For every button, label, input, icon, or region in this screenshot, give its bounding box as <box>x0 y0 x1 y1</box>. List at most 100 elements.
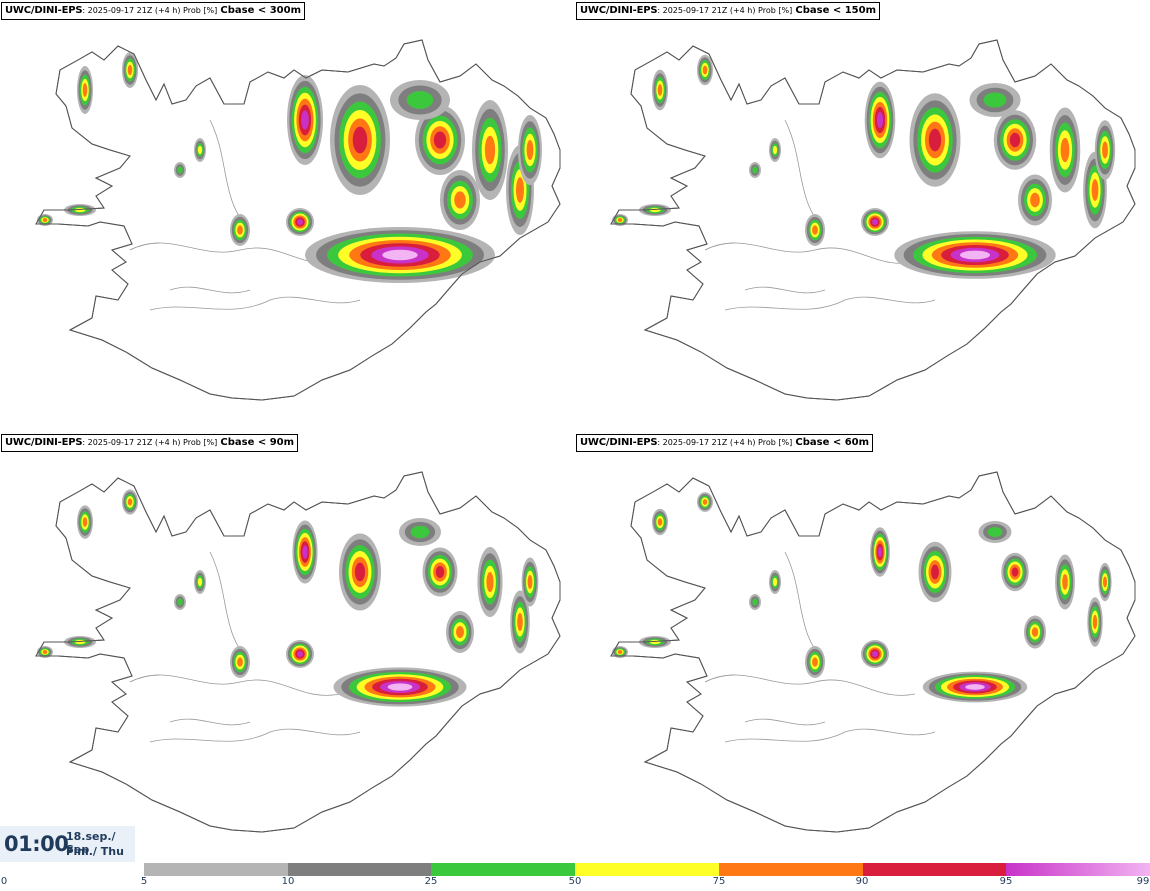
probability-area <box>410 525 430 539</box>
variable-name: Cbase < 60m <box>795 437 870 448</box>
probability-area <box>433 131 447 149</box>
iceland-probability-map <box>610 39 1136 401</box>
coastline-outline <box>610 471 1136 833</box>
colorbar-segment <box>718 863 864 876</box>
colorbar-segment <box>862 863 1007 876</box>
model-name: UWC/DINI-EPS <box>5 5 83 16</box>
probability-area <box>197 577 203 587</box>
run-info: : 2025-09-17 21Z (+4 h) Prob [%] <box>657 438 793 447</box>
probability-area <box>959 250 991 260</box>
probability-area <box>1103 576 1107 588</box>
probability-area <box>1009 132 1021 148</box>
probability-area <box>617 218 623 222</box>
probability-area <box>127 64 133 76</box>
colorbar-tick-label: 25 <box>424 876 438 887</box>
run-info: : 2025-09-17 21Z (+4 h) Prob [%] <box>657 6 793 15</box>
colorbar-tick-label: 5 <box>140 876 148 887</box>
probability-area <box>657 518 663 526</box>
colorbar-segment <box>575 863 720 876</box>
valid-time: 01:00 <box>4 832 69 856</box>
probability-area <box>702 499 708 505</box>
variable-name: Cbase < 90m <box>220 437 295 448</box>
probability-area <box>983 92 1007 108</box>
probability-area <box>877 546 883 558</box>
terrain-contour <box>129 674 341 696</box>
probability-area <box>127 498 133 506</box>
probability-area <box>526 140 534 160</box>
probability-area <box>435 566 445 578</box>
model-name: UWC/DINI-EPS <box>580 5 658 16</box>
coastline-outline <box>35 471 561 833</box>
probability-area <box>82 517 88 527</box>
colorbar-tick-label: 99 <box>1136 876 1150 887</box>
colorbar-tick-label: 95 <box>999 876 1013 887</box>
probability-area <box>1011 567 1019 577</box>
probability-area <box>812 225 818 235</box>
panel-title: UWC/DINI-EPS: 2025-09-17 21Z (+4 h) Prob… <box>1 434 299 452</box>
colorbar-segment <box>431 863 576 876</box>
probability-area <box>516 177 524 203</box>
variable-name: Cbase < 300m <box>220 5 302 16</box>
probability-area <box>177 166 183 174</box>
colorbar-segment <box>144 863 289 876</box>
colorbar-segment <box>287 863 432 876</box>
probability-area <box>657 84 663 96</box>
colorbar-tick-label: 50 <box>568 876 582 887</box>
terrain-contour <box>149 296 361 311</box>
probability-area <box>987 527 1003 537</box>
probability-area <box>302 545 308 559</box>
panel-title: UWC/DINI-EPS: 2025-09-17 21Z (+4 h) Prob… <box>576 2 881 20</box>
probability-area <box>387 683 413 691</box>
probability-area <box>928 128 942 152</box>
terrain-contour <box>744 286 826 294</box>
variable-name: Cbase < 150m <box>795 5 877 16</box>
terrain-contour <box>724 296 936 311</box>
probability-area <box>297 219 303 225</box>
probability-area <box>702 65 708 75</box>
coastline-outline <box>610 39 1136 401</box>
iceland-probability-map <box>35 39 561 401</box>
valid-weekday: Fim./ Thu <box>66 845 124 858</box>
probability-area <box>876 111 884 129</box>
colorbar-tick-label: 90 <box>855 876 869 887</box>
model-name: UWC/DINI-EPS <box>5 437 83 448</box>
terrain-contour <box>129 242 341 264</box>
probability-area <box>354 562 366 582</box>
probability-area <box>484 135 496 165</box>
terrain-contour <box>704 674 916 696</box>
probability-area <box>1030 192 1040 208</box>
probability-area <box>752 166 758 174</box>
probability-area <box>812 657 818 667</box>
probability-area <box>454 191 466 209</box>
terrain-contour <box>169 718 251 726</box>
panel-cbase-300m: UWC/DINI-EPS: 2025-09-17 21Z (+4 h) Prob… <box>0 0 575 430</box>
terrain-contour <box>744 718 826 726</box>
probability-area <box>772 145 778 155</box>
terrain-contour <box>724 728 936 743</box>
terrain-contour <box>169 286 251 294</box>
probability-area <box>1092 614 1098 630</box>
colorbar-segment <box>1006 863 1150 876</box>
model-name: UWC/DINI-EPS <box>580 437 658 448</box>
probability-area <box>301 110 309 130</box>
panel-cbase-150m: UWC/DINI-EPS: 2025-09-17 21Z (+4 h) Prob… <box>575 0 1150 430</box>
colorbar-tick-label: 10 <box>281 876 295 887</box>
probability-area <box>872 651 878 657</box>
probability-area <box>177 598 183 606</box>
probability-area <box>617 650 623 654</box>
panel-cbase-90m: UWC/DINI-EPS: 2025-09-17 21Z (+4 h) Prob… <box>0 432 575 862</box>
colorbar-ticks: 0 5 10 25 50 75 90 95 99 <box>0 876 1150 890</box>
probability-area <box>1062 574 1068 590</box>
probability-area <box>965 684 985 690</box>
probability-area <box>527 575 533 589</box>
panel-cbase-60m: UWC/DINI-EPS: 2025-09-17 21Z (+4 h) Prob… <box>575 432 1150 862</box>
probability-area <box>42 650 48 654</box>
probability-area <box>197 145 203 155</box>
probability-area <box>931 564 939 580</box>
iceland-probability-map <box>610 471 1136 833</box>
valid-time-box: 01:00 18.sep./ Sep Fim./ Thu <box>0 826 135 862</box>
probability-colorbar <box>144 863 1150 876</box>
probability-area <box>1031 627 1039 637</box>
run-info: : 2025-09-17 21Z (+4 h) Prob [%] <box>82 6 218 15</box>
coastline-outline <box>35 39 561 401</box>
